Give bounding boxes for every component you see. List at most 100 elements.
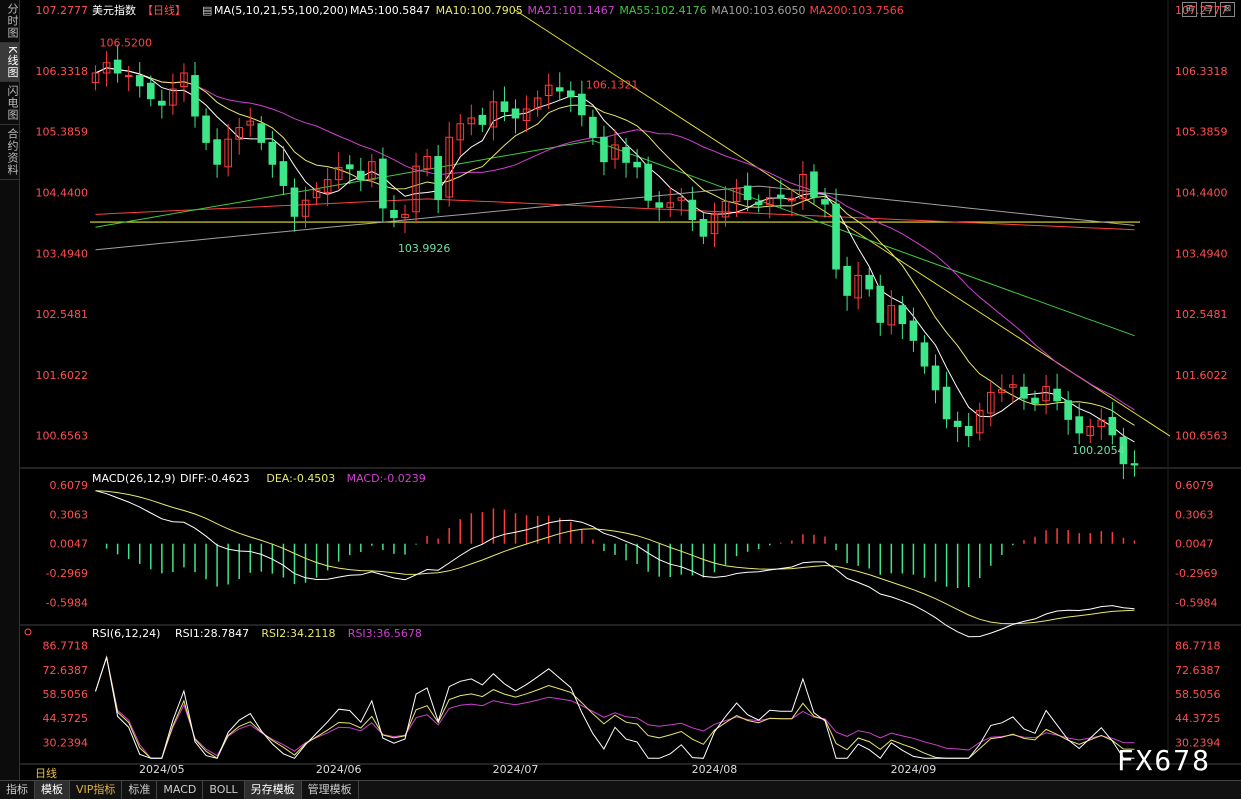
candle-body xyxy=(677,197,686,201)
close-icon[interactable]: ⊠ xyxy=(1220,2,1235,17)
rsi-y-tick-left: 58.5056 xyxy=(43,688,89,701)
ma10-line xyxy=(95,67,1135,426)
rsi-value-label: RSI1:28.7847 xyxy=(175,627,249,640)
ma-value-label: MA200:103.7566 xyxy=(810,4,904,17)
candle-body xyxy=(434,156,442,201)
y-tick-right: 102.5481 xyxy=(1175,308,1228,321)
candle-body xyxy=(246,120,255,126)
candle-body xyxy=(578,93,586,116)
candle-body xyxy=(920,342,929,367)
candle-body xyxy=(312,189,321,199)
tab-flash[interactable]: 闪电图 xyxy=(0,82,19,126)
candle-body xyxy=(423,156,431,170)
tab-vip-indicators[interactable]: VIP指标 xyxy=(70,781,123,799)
rsi-y-tick-left: 86.7718 xyxy=(43,640,89,653)
ma-value-label: MA10:100.7905 xyxy=(436,4,523,17)
macd-value-label: DEA:-0.4503 xyxy=(266,472,335,485)
candle-body xyxy=(975,409,984,434)
candle-body xyxy=(721,201,730,218)
y-tick-right: 105.3859 xyxy=(1175,126,1228,139)
candle-body xyxy=(843,265,851,296)
macd-value-label: DIFF:-0.4623 xyxy=(180,472,250,485)
candle-body xyxy=(633,161,641,168)
y-tick-right: 106.3318 xyxy=(1175,65,1228,78)
tab-standard[interactable]: 标准 xyxy=(122,781,158,799)
candle-body xyxy=(113,59,122,74)
candle-body xyxy=(158,100,166,106)
candle-body xyxy=(710,213,719,235)
candle-body xyxy=(865,274,874,290)
candle-body xyxy=(832,203,840,270)
ma-value-label: MA21:101.1467 xyxy=(528,4,615,17)
y-tick-left: 104.4400 xyxy=(36,187,89,200)
candle-body xyxy=(1009,384,1017,388)
price-annotation: 100.2054 xyxy=(1072,444,1125,457)
candle-body xyxy=(600,136,608,163)
macd-y-tick-left: 0.6079 xyxy=(50,479,89,492)
x-tick: 2024/07 xyxy=(493,763,539,776)
candle-body xyxy=(765,197,774,206)
macd-y-tick-right: 0.6079 xyxy=(1175,479,1214,492)
chart-title: 美元指数 xyxy=(92,3,136,17)
rsi-y-tick-right: 44.3725 xyxy=(1175,712,1221,725)
tab-macd[interactable]: MACD xyxy=(157,781,204,799)
candle-body xyxy=(102,62,111,74)
maximize-icon[interactable]: ⊞ xyxy=(1182,2,1197,17)
candle-body xyxy=(1130,463,1139,466)
tab-timeshare[interactable]: 分时图 xyxy=(0,0,19,43)
ma200-line xyxy=(95,198,1135,231)
tab-save-template[interactable]: 另存模板 xyxy=(244,781,302,799)
candle-body xyxy=(666,202,675,208)
tab-contract-info[interactable]: 合约资料 xyxy=(0,125,19,181)
ma-value-label: MA5:100.5847 xyxy=(350,4,430,17)
macd-y-tick-left: 0.3063 xyxy=(50,508,89,521)
tab-boll[interactable]: BOLL xyxy=(203,781,245,799)
x-tick: 2024/09 xyxy=(891,763,937,776)
y-tick-right: 104.4400 xyxy=(1175,187,1228,200)
ma55-line xyxy=(95,139,1135,337)
candle-body xyxy=(456,123,465,141)
macd-value-label: MACD:-0.0239 xyxy=(347,472,426,485)
candle-body xyxy=(1053,388,1061,402)
candle-body xyxy=(799,174,807,199)
diff-line xyxy=(95,490,1135,638)
candle-body xyxy=(169,88,177,106)
candle-body xyxy=(467,117,476,125)
candle-body xyxy=(279,161,288,186)
tab-manage-template[interactable]: 管理模板 xyxy=(302,781,359,799)
candle-body xyxy=(257,123,266,143)
candle-body xyxy=(1119,436,1128,465)
bottom-toolbar: 指标 模板 VIP指标 标准 MACD BOLL 另存模板 管理模板 xyxy=(0,780,1241,799)
restore-icon[interactable]: ⊟ xyxy=(1201,2,1216,17)
rsi-y-tick-left: 44.3725 xyxy=(43,712,89,725)
candle-body xyxy=(1108,416,1117,436)
candle-body xyxy=(1020,386,1028,399)
x-tick: 2024/08 xyxy=(692,763,738,776)
candle-body xyxy=(345,164,354,170)
candle-body xyxy=(323,179,332,194)
macd-y-tick-left: -0.2969 xyxy=(46,567,88,580)
candle-body xyxy=(522,108,531,122)
tab-indicators[interactable]: 指标 xyxy=(0,781,35,799)
ma-value-label: MA100:103.6050 xyxy=(711,4,805,17)
candle-body xyxy=(876,285,885,323)
candle-body xyxy=(135,75,144,87)
candle-body xyxy=(368,161,376,181)
candle-body xyxy=(533,97,542,110)
candle-body xyxy=(390,210,398,219)
candle-body xyxy=(301,199,310,217)
candle-body xyxy=(743,185,752,201)
watermark: FX678 xyxy=(1116,744,1211,777)
candle-body xyxy=(224,138,232,168)
rsi-settings-icon xyxy=(24,628,32,636)
candle-body xyxy=(478,114,487,125)
candle-body xyxy=(500,101,509,113)
candle-body xyxy=(1086,425,1095,436)
candle-body xyxy=(611,144,619,160)
macd-label: MACD(26,12,9) xyxy=(92,472,176,485)
rsi-y-tick-right: 86.7718 xyxy=(1175,640,1221,653)
tab-kline[interactable]: K线图 xyxy=(0,43,19,83)
tab-templates[interactable]: 模板 xyxy=(35,781,70,799)
candle-body xyxy=(754,201,763,206)
ma-params-label: MA(5,10,21,55,100,200) xyxy=(214,4,348,17)
